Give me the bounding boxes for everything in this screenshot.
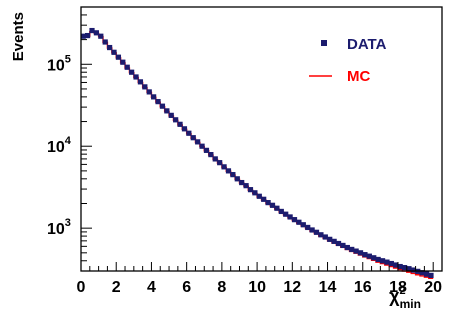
y-tick-label-base: 10: [47, 57, 65, 74]
data-point: [103, 39, 108, 44]
data-point: [129, 70, 134, 75]
y-tick-label-base: 10: [47, 221, 65, 238]
y-tick-label-base: 10: [47, 139, 65, 156]
data-point: [133, 74, 138, 79]
data-point: [177, 122, 182, 127]
y-tick-label: 104: [47, 135, 72, 156]
x-tick-label: 2: [112, 279, 121, 296]
data-point: [186, 131, 191, 136]
x-tick-label: 4: [147, 279, 156, 296]
data-point: [116, 55, 121, 60]
data-point: [173, 117, 178, 122]
x-axis: 0 2 4 6 8 10 12 14 16 18 20: [77, 262, 443, 296]
x-tick-label: 14: [319, 279, 337, 296]
legend-label-data: DATA: [347, 36, 387, 53]
legend: DATA MC: [309, 36, 387, 85]
data-point: [120, 60, 125, 65]
x-tick-label: 12: [283, 279, 301, 296]
data-point: [160, 104, 165, 109]
data-point: [142, 84, 147, 89]
data-point: [169, 113, 174, 118]
x-tick-label: 8: [217, 279, 226, 296]
data-point: [155, 99, 160, 104]
y-axis-title: Events: [10, 12, 27, 61]
x-axis-title-superscript: 2: [399, 285, 405, 297]
y-tick-label-exponent: 4: [65, 135, 72, 147]
data-point: [151, 94, 156, 99]
data-point: [111, 50, 116, 55]
x-axis-title-subscript: min: [400, 297, 421, 311]
y-tick-label: 103: [47, 217, 71, 238]
legend-label-mc: MC: [347, 68, 370, 85]
mc-histogram-line: [81, 32, 433, 279]
data-point: [428, 273, 433, 278]
x-tick-label: 0: [77, 279, 86, 296]
legend-marker-data: [321, 40, 327, 46]
data-point: [107, 45, 112, 50]
x-axis-title: χ2 min: [389, 285, 421, 311]
x-tick-label: 16: [354, 279, 372, 296]
series-layer: [81, 28, 434, 278]
x-tick-label: 10: [248, 279, 266, 296]
data-point: [125, 65, 130, 70]
data-point: [147, 89, 152, 94]
data-point: [85, 33, 90, 38]
y-tick-label-exponent: 3: [65, 217, 71, 229]
y-tick-label: 105: [47, 53, 71, 74]
data-point: [138, 79, 143, 84]
data-point: [164, 108, 169, 113]
y-tick-label-exponent: 5: [65, 53, 71, 65]
x-tick-label: 20: [424, 279, 442, 296]
plot-frame: [81, 7, 442, 271]
x-axis-title-symbol: χ: [389, 286, 400, 306]
x-tick-label: 6: [182, 279, 191, 296]
data-point: [98, 34, 103, 39]
